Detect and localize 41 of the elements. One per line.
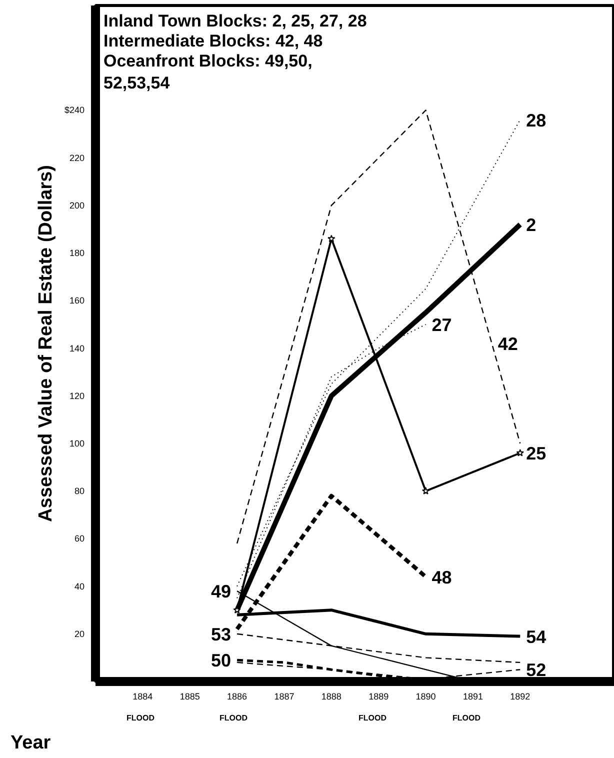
- x-tick-label: 1892: [510, 692, 530, 702]
- x-axis-title: Year: [10, 732, 52, 754]
- y-tick-label: 100: [69, 438, 85, 448]
- text: FLOOD: [452, 714, 481, 722]
- x-tick-label: 1885: [180, 692, 200, 702]
- annotation: 48: [432, 567, 452, 588]
- x-tick-label: 1890: [416, 692, 436, 702]
- annotation: 28: [526, 110, 546, 130]
- y-tick-label: 40: [74, 581, 85, 592]
- y-tick-label: 80: [74, 486, 85, 496]
- annotation: 53: [211, 624, 232, 644]
- y-tick-label: 120: [69, 390, 85, 401]
- y-tick-label: 220: [69, 152, 85, 163]
- x-tick-label: 1891: [462, 692, 483, 702]
- annotation: 49: [211, 582, 232, 602]
- text: FLOOD: [358, 714, 387, 722]
- annotation: Intermediate Blocks: 42, 48: [104, 32, 323, 50]
- y-tick-label: 180: [69, 248, 85, 258]
- x-tick-label: 1888: [321, 692, 342, 702]
- annotation: 52: [526, 660, 546, 680]
- annotation: 42: [498, 334, 518, 354]
- annotation: Oceanfront Blocks: 49,50, 52,53,54: [104, 52, 312, 92]
- annotation: Inland Town Blocks: 2, 25, 27, 28: [104, 12, 367, 30]
- annotation: 54: [526, 626, 546, 647]
- x-tick-label: 1884: [132, 692, 153, 702]
- x-tick-label: 1886: [227, 692, 248, 702]
- text: FLOOD: [220, 714, 248, 722]
- text: FLOOD: [126, 714, 155, 722]
- annotation: 50: [211, 650, 232, 671]
- x-tick-label: 1887: [274, 692, 294, 702]
- annotation: 2: [526, 214, 536, 235]
- x-tick-label: 1889: [368, 692, 389, 702]
- y-tick-label: 140: [69, 343, 85, 354]
- annotation: 25: [526, 443, 546, 464]
- y-axis-title: Assessed Value of Real Estate (Dollars): [35, 165, 56, 522]
- annotation: 27: [432, 314, 452, 335]
- y-tick-label: $240: [64, 105, 85, 116]
- y-tick-label: 60: [74, 534, 85, 544]
- y-tick-label: 20: [74, 628, 85, 639]
- y-tick-label: 160: [69, 296, 85, 306]
- y-tick-label: 200: [69, 200, 85, 210]
